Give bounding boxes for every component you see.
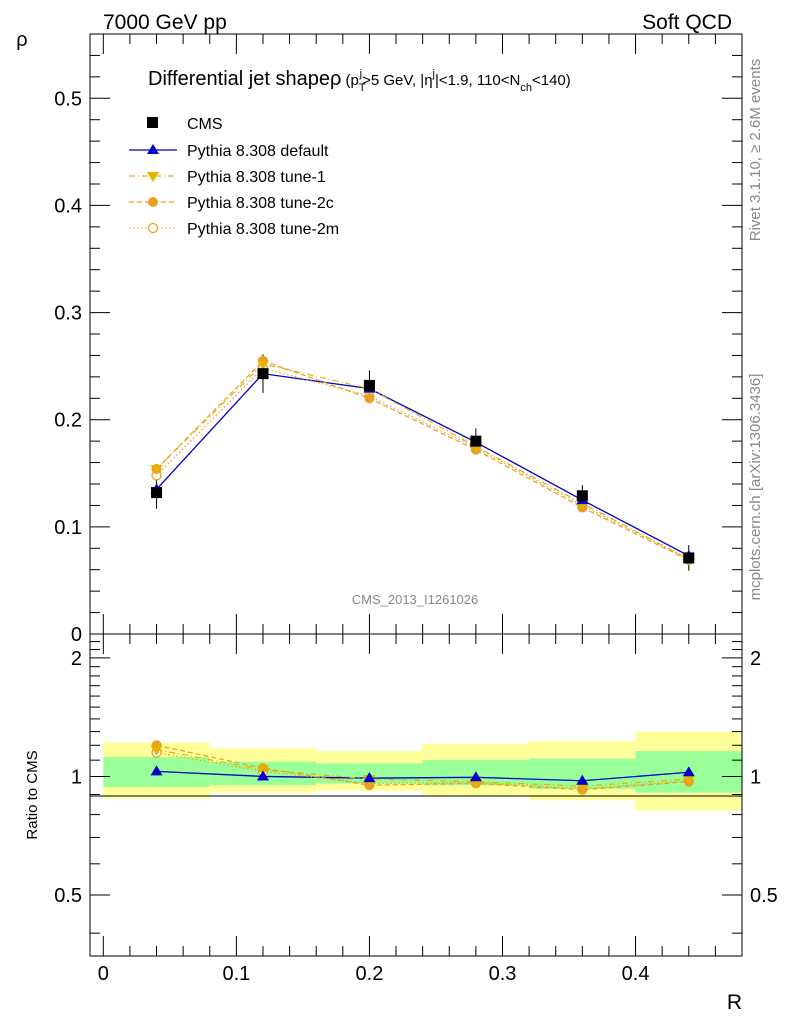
ratio-point-1-5: [682, 775, 695, 786]
main-series: [150, 354, 695, 571]
legend-label-tune2m: Pythia 8.308 tune-2m: [187, 221, 339, 238]
ratio-ytick-label-right-0: 0.5: [750, 885, 778, 907]
header-left: 7000 GeV pp: [103, 11, 227, 34]
main-point-0-1: [257, 368, 269, 380]
legend-label-tune1: Pythia 8.308 tune-1: [187, 169, 326, 186]
legend-marker-default: [147, 144, 159, 154]
legend-label-tune2c: Pythia 8.308 tune-2c: [187, 195, 334, 212]
ratio-line-1: [156, 749, 689, 787]
main-point-0-0: [151, 487, 163, 499]
main-ytick-label-4: 0.4: [54, 195, 82, 217]
ratio-line-2: [156, 744, 689, 791]
main-y-ticks: 0 0.1 0.2 0.3 0.4 0.5: [54, 54, 742, 646]
main-ytick-label-0: 0: [71, 624, 82, 646]
legend-marker-tune2m: [147, 222, 159, 234]
main-y-axis-label: ρ: [16, 29, 27, 51]
ratio-line-0: [156, 770, 689, 782]
main-ytick-label-3: 0.3: [54, 303, 82, 325]
ratio-point-0-2: [363, 772, 376, 783]
header-right: Soft QCD: [642, 11, 732, 34]
ratio-point-0-1: [256, 770, 269, 781]
x-tick-label-4: 0.4: [622, 963, 650, 985]
ratio-point-0-5: [682, 766, 695, 777]
legend-label-default: Pythia 8.308 default: [187, 143, 329, 160]
legend-label-cms: CMS: [187, 116, 223, 133]
main-point-3-2: [364, 393, 375, 404]
ratio-y-ticks: 0.5 0.5 1 1 2 2: [54, 641, 778, 934]
main-ytick-label-5: 0.5: [54, 88, 82, 110]
ratio-ytick-label-left-2: 2: [71, 648, 82, 670]
ratio-panel-frame: [89, 633, 743, 957]
main-line-3: [156, 360, 690, 561]
legend-marker-cms: [147, 117, 158, 128]
main-line-1: [156, 372, 690, 557]
main-line-2: [156, 363, 690, 560]
main-ytick-label-2: 0.2: [54, 410, 82, 432]
x-tick-label-1: 0.1: [222, 963, 250, 985]
main-point-0-4: [576, 490, 588, 502]
ratio-point-0-3: [469, 771, 482, 782]
main-point-2-1: [256, 360, 269, 370]
ratio-point-0-4: [576, 774, 589, 785]
legend-marker-tune2c: [148, 197, 158, 207]
legend: CMS Pythia 8.308 default Pythia 8.308 tu…: [129, 116, 339, 238]
x-tick-label-0: 0: [98, 963, 109, 985]
main-point-0-3: [470, 435, 482, 447]
main-ytick-label-1: 0.1: [54, 517, 82, 539]
legend-marker-tune1: [147, 172, 159, 182]
ratio-y-axis-label: Ratio to CMS: [24, 750, 41, 839]
ratio-line-3: [156, 751, 689, 790]
ratio-ytick-label-left-0: 0.5: [54, 885, 82, 907]
x-tick-label-2: 0.2: [356, 963, 384, 985]
main-point-2-0: [150, 465, 163, 475]
ratio-point-1-0: [150, 745, 163, 756]
mcplots-label: mcplots.cern.ch [arXiv:1306.3436]: [747, 374, 764, 601]
main-panel-title: Differential jet shapeρ (pTj>5 GeV, |ηj|…: [148, 68, 571, 94]
main-point-0-2: [363, 379, 375, 391]
ratio-uncertainty-bands: [103, 731, 742, 811]
ratio-series: [150, 740, 695, 795]
analysis-watermark: CMS_2013_I1261026: [352, 592, 479, 607]
main-line-4: [156, 367, 690, 560]
x-ticks: 0 0.1 0.2 0.3 0.4: [98, 34, 716, 985]
ratio-ytick-label-left-1: 1: [71, 766, 82, 788]
rivet-label: Rivet 3.1.10, ≥ 2.6M events: [747, 59, 764, 242]
ratio-point-0-0: [150, 765, 163, 776]
main-point-0-5: [683, 552, 695, 564]
x-tick-label-3: 0.3: [489, 963, 517, 985]
ratio-point-2-2: [364, 780, 375, 791]
x-axis-label: R: [727, 991, 742, 1014]
ratio-ytick-label-right-2: 2: [750, 648, 761, 670]
ratio-ytick-label-right-1: 1: [750, 766, 761, 788]
